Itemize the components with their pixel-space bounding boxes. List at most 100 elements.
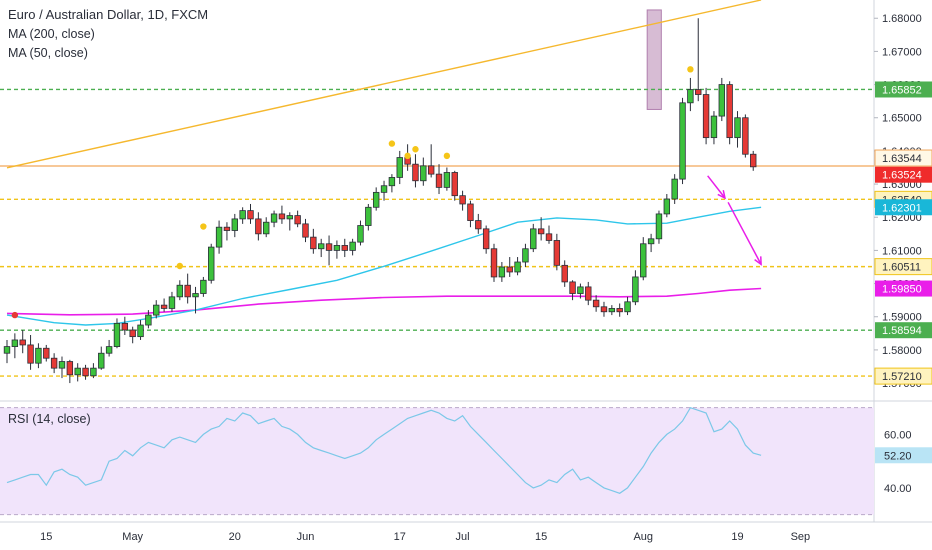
candle-body <box>585 286 592 301</box>
candle <box>168 291 176 312</box>
candle <box>270 210 278 228</box>
rsi-tick-label: 40.00 <box>884 483 912 495</box>
candles <box>3 18 757 384</box>
horizontal-levels <box>0 88 874 377</box>
candle <box>90 363 97 379</box>
y-tick-label: 1.58000 <box>882 345 922 357</box>
candle <box>482 225 490 254</box>
candle-body <box>74 367 81 376</box>
candle-body <box>514 261 521 273</box>
candle-body <box>255 218 262 235</box>
candle-body <box>640 243 647 278</box>
marker-dot <box>11 311 19 319</box>
candle-body <box>718 84 726 117</box>
candle <box>420 157 427 186</box>
candle-body <box>302 223 309 238</box>
price-label: 1.65852 <box>875 81 932 98</box>
candle <box>263 217 270 238</box>
candle <box>239 207 246 224</box>
ma200-legend: MA (200, close) <box>8 27 95 41</box>
candle-body <box>569 281 576 294</box>
markers <box>11 66 762 319</box>
candle <box>451 170 458 201</box>
rsi-pane <box>0 406 874 516</box>
price-label-text: 1.60511 <box>882 262 921 274</box>
candle <box>427 144 435 178</box>
candle-body <box>702 94 710 139</box>
price-label: 1.60511 <box>874 258 932 276</box>
price-label-bg <box>875 280 932 297</box>
candle-body <box>380 185 388 193</box>
candle <box>412 154 419 188</box>
candle-body <box>616 308 623 313</box>
trendline-layer[interactable] <box>6 0 762 169</box>
price-label: 1.62301 <box>875 199 932 216</box>
marker-dot <box>443 152 451 160</box>
candle <box>349 238 356 256</box>
candle <box>341 238 348 258</box>
candle <box>616 303 623 317</box>
marker-dot <box>404 152 411 160</box>
candle-body <box>679 102 686 180</box>
candle-body <box>357 225 364 243</box>
candle <box>624 296 631 316</box>
candle <box>215 220 223 254</box>
candle <box>192 286 199 314</box>
candle <box>105 339 113 357</box>
candle <box>231 213 238 238</box>
candle <box>443 167 451 191</box>
candle <box>498 262 506 282</box>
candle-body <box>129 329 136 338</box>
candle <box>388 174 396 193</box>
rsi-tick-label: 60.00 <box>884 429 912 441</box>
candle <box>734 111 741 148</box>
rsi-legend: RSI (14, close) <box>8 412 91 426</box>
candle <box>278 205 286 224</box>
candle-body <box>160 304 168 309</box>
candle <box>98 346 105 370</box>
candle-body <box>43 347 50 359</box>
candle <box>750 150 757 171</box>
candle-body <box>624 301 631 313</box>
price-label-bg <box>875 322 932 339</box>
candle <box>490 243 498 282</box>
candle <box>50 353 58 374</box>
x-tick-label: May <box>122 531 143 543</box>
candle-body <box>427 165 435 175</box>
candle-body <box>50 357 58 369</box>
y-tick-label: 1.61000 <box>882 245 922 257</box>
price-label: 1.63524 <box>875 166 932 183</box>
candle <box>467 200 474 228</box>
y-tick-label: 1.67000 <box>882 46 922 58</box>
candle <box>569 280 576 301</box>
candle <box>129 326 136 344</box>
candle <box>522 243 529 267</box>
candle-body <box>239 210 246 220</box>
candle <box>663 194 671 218</box>
candle-body <box>184 284 191 298</box>
candle <box>153 300 160 319</box>
candle-body <box>27 344 34 364</box>
candle <box>530 223 537 253</box>
candle-body <box>467 203 474 221</box>
candle <box>66 359 74 384</box>
candle-body <box>3 346 11 354</box>
candle <box>459 190 466 211</box>
y-tick-label: 1.65000 <box>882 113 922 125</box>
candle-body <box>58 361 66 369</box>
marker-dot <box>388 140 396 147</box>
candle-body <box>482 228 490 250</box>
candle <box>74 363 81 382</box>
candle <box>365 203 372 231</box>
price-label-bg <box>875 199 932 216</box>
candle-body <box>137 324 144 338</box>
y-tick-label: 1.59000 <box>882 312 922 324</box>
candle <box>647 233 655 253</box>
candle-body <box>310 236 317 250</box>
candle-body <box>333 245 341 251</box>
candle-body <box>349 241 356 251</box>
candle-body <box>537 228 545 235</box>
price-label-bg <box>874 367 932 385</box>
candle-body <box>153 304 160 316</box>
